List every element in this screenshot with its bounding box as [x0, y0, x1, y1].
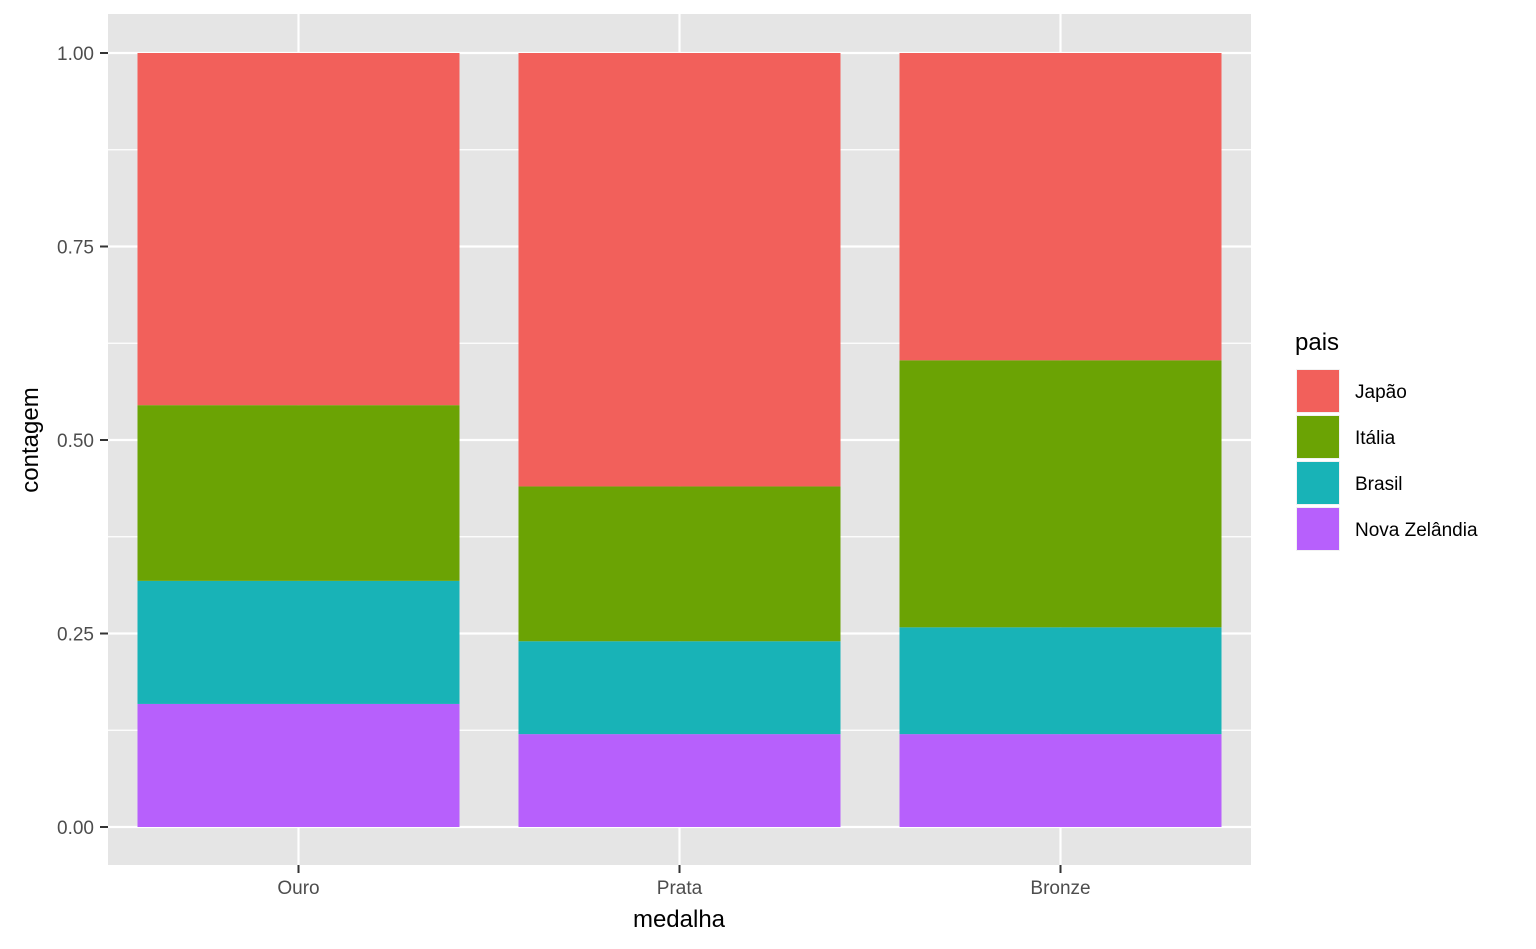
bar-segment — [518, 486, 841, 642]
x-tick-label: Prata — [657, 878, 703, 899]
bar-segment — [137, 580, 460, 704]
x-tick-label: Ouro — [277, 878, 319, 899]
x-tick-label: Bronze — [1030, 878, 1090, 899]
bar-segment — [899, 734, 1222, 827]
legend-label: Japão — [1355, 382, 1407, 403]
y-axis-title: contagem — [17, 387, 44, 492]
x-axis: Ouro Prata Bronze — [277, 865, 1091, 899]
bars — [137, 53, 1222, 827]
y-axis: 0.00 0.25 0.50 0.75 1.00 — [57, 44, 108, 839]
x-axis-title: medalha — [633, 906, 726, 933]
legend-key — [1297, 508, 1339, 550]
bar-segment — [518, 734, 841, 827]
y-tick-label: 0.00 — [57, 818, 94, 839]
bar-segment — [518, 641, 841, 735]
legend-label: Itália — [1355, 428, 1396, 449]
bar-segment — [518, 53, 841, 487]
legend: pais Japão Itália Brasil Nova Zelândia — [1295, 329, 1478, 551]
y-tick-label: 0.75 — [57, 238, 94, 259]
y-tick-label: 0.25 — [57, 625, 94, 646]
bar-segment — [899, 360, 1222, 628]
legend-key — [1297, 370, 1339, 412]
legend-key — [1297, 462, 1339, 504]
legend-label: Nova Zelândia — [1355, 520, 1478, 541]
legend-title: pais — [1295, 329, 1339, 356]
bar-segment — [137, 703, 460, 827]
y-tick-label: 0.50 — [57, 431, 94, 452]
bar-segment — [899, 53, 1222, 361]
bar-segment — [137, 53, 460, 406]
bar-segment — [137, 405, 460, 581]
bar-segment — [899, 627, 1222, 735]
legend-label: Brasil — [1355, 474, 1403, 495]
legend-key — [1297, 416, 1339, 458]
y-tick-label: 1.00 — [57, 44, 94, 65]
